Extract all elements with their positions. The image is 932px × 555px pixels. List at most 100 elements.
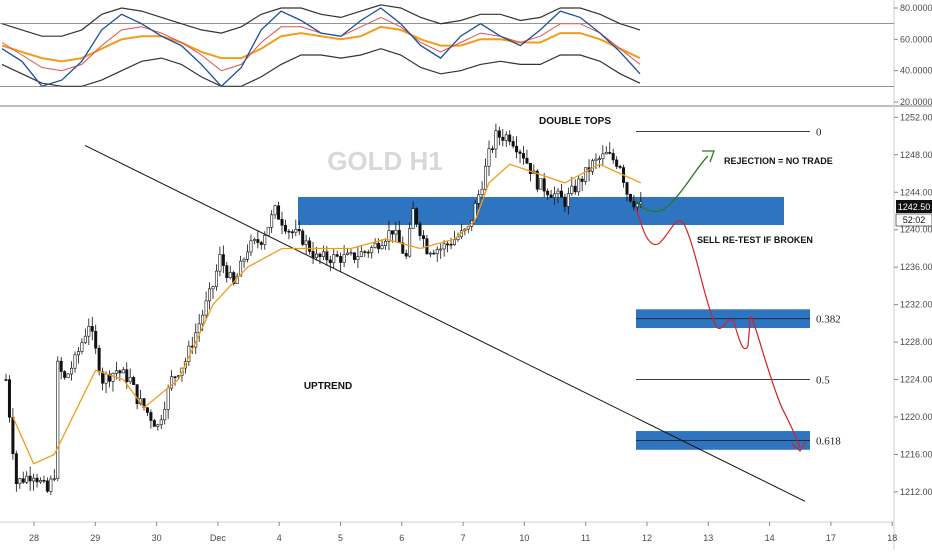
candle-body bbox=[80, 342, 84, 352]
candle-body bbox=[221, 254, 225, 266]
candle-body bbox=[363, 251, 367, 253]
candle-body bbox=[480, 188, 484, 195]
osc-ytick-label: 40.0000 bbox=[900, 66, 932, 76]
candle-body bbox=[163, 409, 167, 421]
osc-main-line bbox=[1, 7, 641, 88]
candle-body bbox=[615, 159, 619, 167]
candle-body bbox=[421, 235, 425, 239]
candle-body bbox=[497, 130, 501, 138]
price-ytick-label: 1224.00 bbox=[900, 375, 932, 385]
time-tick-label: 18 bbox=[887, 533, 897, 543]
time-tick-label: 17 bbox=[826, 533, 836, 543]
candle-body bbox=[352, 252, 356, 260]
time-tick-label: 5 bbox=[338, 533, 343, 543]
candle-body bbox=[608, 152, 612, 154]
osc-upper-band bbox=[1, 4, 641, 37]
candle-body bbox=[553, 193, 557, 198]
candle-body bbox=[201, 314, 205, 325]
candle-body bbox=[290, 231, 294, 234]
rejection-label: REJECTION = NO TRADE bbox=[724, 156, 833, 166]
candle-body bbox=[394, 229, 398, 235]
candle-body bbox=[197, 323, 201, 334]
candle-body bbox=[442, 243, 446, 250]
bullish-arrow-head bbox=[702, 150, 715, 163]
candle-body bbox=[87, 326, 91, 337]
candle-body bbox=[311, 251, 315, 258]
candle-body bbox=[111, 372, 115, 382]
time-tick-label: 29 bbox=[90, 533, 100, 543]
candle-body bbox=[563, 196, 567, 207]
candle-body bbox=[218, 254, 222, 272]
candle-body bbox=[56, 360, 60, 479]
candle-body bbox=[25, 475, 29, 483]
candle-body bbox=[211, 286, 215, 290]
candle-body bbox=[580, 178, 584, 182]
candle-body bbox=[118, 370, 122, 374]
price-ytick-label: 1236.00 bbox=[900, 262, 932, 272]
candle-body bbox=[101, 371, 105, 384]
fib-level-label: 0.5 bbox=[816, 375, 830, 387]
candle-body bbox=[515, 145, 519, 153]
candle-body bbox=[528, 162, 532, 174]
candle-body bbox=[35, 477, 39, 483]
candle-body bbox=[70, 367, 74, 375]
candle-body bbox=[373, 242, 377, 248]
candle-body bbox=[601, 153, 605, 159]
candle-body bbox=[418, 223, 422, 236]
candle-body bbox=[539, 178, 543, 190]
candle-body bbox=[4, 379, 8, 381]
osc-lower-band bbox=[1, 48, 641, 87]
candle-body bbox=[266, 226, 270, 236]
time-tick-label: 7 bbox=[461, 533, 466, 543]
candle-body bbox=[297, 229, 301, 232]
oscillator-panel bbox=[0, 4, 894, 88]
candle-body bbox=[246, 251, 250, 260]
candle-body bbox=[73, 354, 77, 369]
candle-body bbox=[239, 260, 243, 277]
candle-body bbox=[90, 326, 94, 332]
candle-body bbox=[325, 251, 329, 261]
candle-body bbox=[449, 243, 453, 246]
time-tick-label: 13 bbox=[703, 533, 713, 543]
candle-body bbox=[501, 136, 505, 141]
candle-body bbox=[314, 253, 318, 258]
bar-countdown: 52:02 bbox=[903, 215, 926, 225]
candle-body bbox=[259, 242, 263, 245]
candle-body bbox=[487, 148, 491, 167]
candle-body bbox=[584, 167, 588, 182]
candle-body bbox=[63, 371, 67, 378]
osc-ytick-label: 60.0000 bbox=[900, 34, 932, 44]
candle-body bbox=[114, 370, 118, 374]
candle-body bbox=[542, 178, 546, 192]
price-ytick-label: 1252.00 bbox=[900, 112, 932, 122]
candle-body bbox=[632, 200, 636, 208]
countdown-tag bbox=[895, 213, 932, 227]
fib-level-label: 0 bbox=[816, 126, 822, 138]
candle-body bbox=[446, 243, 450, 246]
price-ytick-label: 1240.00 bbox=[900, 225, 932, 235]
bullish-projection-arrow bbox=[635, 155, 709, 213]
time-tick-label: 14 bbox=[765, 533, 775, 543]
time-tick-label: 11 bbox=[581, 533, 590, 543]
candle-body bbox=[214, 270, 218, 287]
candle-body bbox=[549, 194, 553, 198]
candle-body bbox=[628, 194, 632, 202]
price-ytick-label: 1248.00 bbox=[900, 150, 932, 160]
candle-body bbox=[283, 224, 287, 232]
candle-body bbox=[366, 251, 370, 254]
candle-body bbox=[28, 475, 32, 482]
candle-body bbox=[308, 240, 312, 252]
price-ytick-label: 1216.00 bbox=[900, 449, 932, 459]
moving-average-line bbox=[12, 163, 642, 465]
time-tick-label: 28 bbox=[29, 533, 39, 543]
candle-body bbox=[635, 203, 639, 208]
candle-body bbox=[170, 376, 174, 389]
candle-body bbox=[618, 166, 622, 168]
candle-body bbox=[225, 265, 229, 279]
candle-body bbox=[76, 351, 80, 356]
fib-level-label: 0.618 bbox=[816, 435, 841, 447]
candle-body bbox=[590, 160, 594, 172]
candle-body bbox=[242, 258, 246, 262]
